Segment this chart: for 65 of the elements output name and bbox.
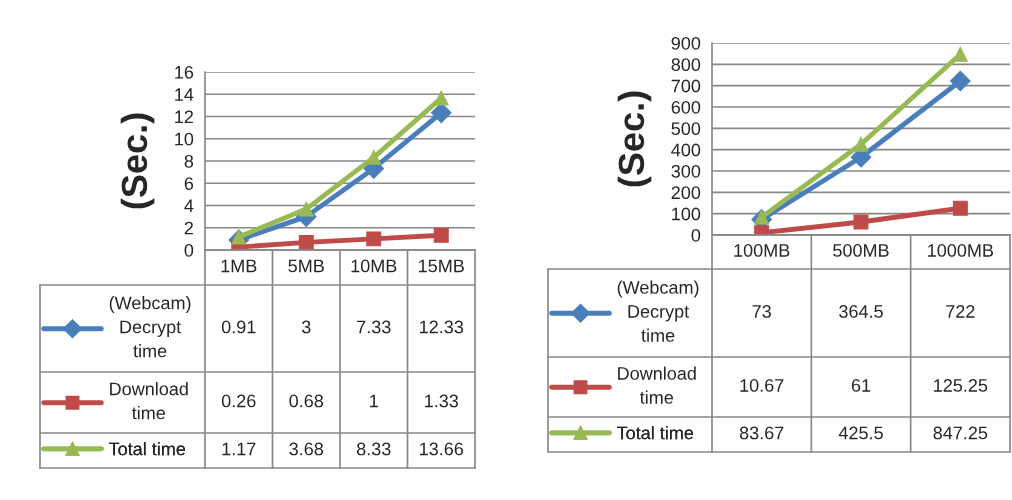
point (298, 201, 314, 217)
data-label: 0.91 (221, 320, 256, 334)
data-label: 1.17 (222, 442, 256, 456)
y-tick-label: 900 (671, 36, 701, 50)
point (952, 200, 968, 216)
y-axis-title: (Sec.) (617, 91, 652, 187)
x-tick-label: 5MB (288, 259, 324, 273)
y-tick-label: 400 (671, 143, 701, 157)
y-tick-label: 600 (671, 100, 701, 114)
data-label: 12.33 (420, 320, 464, 334)
legend-label: (Webcam) Decrypt time (617, 280, 699, 342)
y-tick-label: 100 (672, 207, 701, 221)
y-tick-label: 2 (184, 221, 193, 235)
x-tick-label: 15MB (419, 259, 464, 273)
legend-label: Total time (617, 426, 694, 440)
y-tick-label: 6 (184, 177, 194, 190)
y-tick-label: 0 (184, 243, 194, 257)
data-label: 125.25 (934, 379, 988, 392)
point (430, 102, 452, 124)
data-label: 73 (752, 305, 771, 318)
y-tick-label: 10 (175, 132, 194, 146)
legend-label: Download time (618, 366, 696, 404)
data-label: 3 (301, 320, 311, 334)
data-label: 1 (370, 394, 378, 408)
data-label: 83.67 (739, 426, 784, 440)
x-tick-label: 100MB (734, 244, 790, 257)
y-tick-label: 700 (671, 79, 701, 93)
point (366, 231, 382, 247)
x-tick-label: 10MB (351, 259, 397, 273)
y-tick-label: 4 (184, 199, 194, 213)
y-tick-label: 16 (175, 65, 194, 79)
y-tick-label: 800 (671, 58, 701, 72)
data-label: 3.68 (289, 442, 324, 456)
point (949, 70, 971, 92)
data-label: 364.5 (839, 305, 883, 318)
y-tick-label: 0 (691, 228, 701, 242)
data-label: 425.5 (838, 426, 883, 440)
legend-label: (Webcam) Decrypt time (109, 296, 191, 358)
data-label: 61 (851, 379, 871, 392)
data-label: 10.67 (740, 379, 784, 392)
legend-label: Total time (109, 442, 186, 456)
y-tick-label: 8 (184, 154, 194, 168)
data-label: 7.33 (357, 320, 391, 334)
data-label: 13.66 (420, 442, 464, 456)
data-label: 0.26 (221, 394, 256, 408)
point (366, 149, 382, 165)
data-label: 1.33 (425, 394, 459, 408)
point (433, 227, 449, 243)
data-label: 722 (946, 305, 975, 318)
y-axis-title: (Sec.) (120, 113, 155, 209)
point (298, 234, 314, 250)
point (231, 229, 247, 245)
x-tick-label: 1000MB (928, 244, 994, 257)
y-tick-label: 12 (175, 110, 193, 124)
legend-label: Download time (110, 382, 188, 420)
y-tick-label: 300 (671, 164, 701, 178)
y-tick-label: 200 (671, 186, 701, 200)
y-tick-label: 14 (175, 88, 194, 101)
data-label: 0.68 (289, 394, 324, 408)
x-tick-label: 500MB (833, 244, 889, 257)
x-tick-label: 1MB (221, 259, 257, 273)
data-label: 8.33 (356, 442, 391, 456)
y-tick-label: 500 (671, 122, 701, 136)
point (853, 136, 869, 152)
data-label: 847.25 (933, 426, 988, 440)
